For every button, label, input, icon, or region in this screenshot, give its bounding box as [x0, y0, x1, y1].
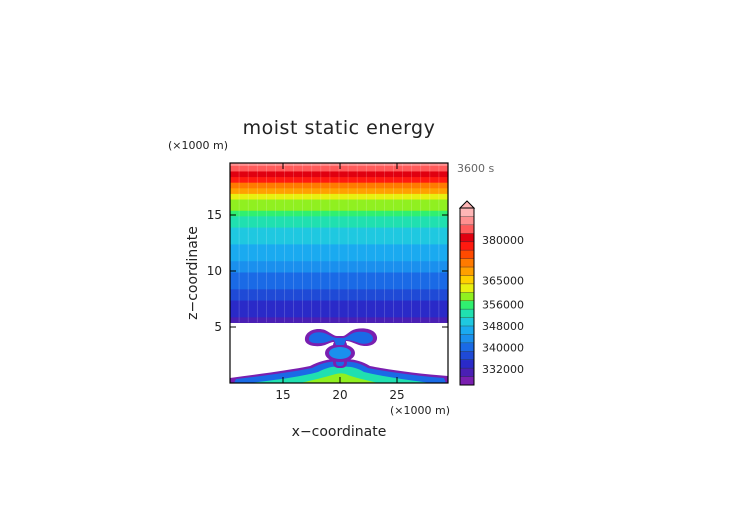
x-tick-label-15: 15	[275, 388, 290, 402]
mse-band	[230, 238, 448, 245]
stable-layer-bands	[230, 163, 448, 323]
colorbar-segment	[460, 250, 474, 259]
colorbar-segment	[460, 334, 474, 344]
colorbar-segment	[460, 216, 474, 226]
mse-band	[230, 294, 448, 301]
colorbar-segment	[460, 368, 474, 377]
mse-band	[230, 193, 448, 200]
colorbar-segment	[460, 326, 474, 335]
colorbar-label: 348000	[482, 320, 524, 333]
colorbar-labels: 380000 365000 356000 348000 340000 332000	[482, 234, 524, 376]
colorbar: 380000 365000 356000 348000 340000 332000	[458, 200, 524, 386]
mse-band	[230, 243, 448, 251]
mse-band	[230, 165, 448, 172]
mse-band	[230, 204, 448, 211]
colorbar-segment	[460, 376, 474, 386]
grid-lines	[230, 163, 440, 323]
colorbar-segment	[460, 275, 474, 285]
surface-layer-core	[300, 373, 378, 383]
x-ticks	[282, 163, 398, 383]
mse-band	[230, 305, 448, 312]
colorbar-segment	[460, 300, 474, 310]
colorbar-label: 365000	[482, 274, 524, 287]
colorbar-segment	[460, 241, 474, 251]
mse-band	[230, 255, 448, 262]
colorbar-segment	[460, 342, 474, 352]
chart-title: moist static energy	[243, 117, 436, 139]
colorbar-label: 340000	[482, 341, 524, 354]
colorbar-extend-arrow	[458, 200, 476, 209]
mse-band	[230, 271, 448, 279]
mse-band	[230, 260, 448, 267]
colorbar-segment	[460, 292, 474, 302]
mse-band	[230, 210, 448, 217]
colorbar-label: 380000	[482, 234, 524, 247]
colorbar-segment	[460, 317, 474, 327]
mse-band	[230, 266, 448, 273]
convective-plume	[230, 328, 448, 383]
mse-band	[230, 176, 448, 183]
y-unit-label: (×1000 m)	[168, 139, 228, 152]
y-tick-label-5: 5	[214, 320, 222, 334]
colorbar-segment	[460, 224, 474, 234]
plume-head-inner	[308, 331, 373, 345]
x-unit-label: (×1000 m)	[390, 404, 450, 417]
colorbar-segment	[460, 258, 474, 268]
colorbar-label: 332000	[482, 363, 524, 376]
time-label: 3600 s	[457, 162, 494, 175]
mse-band	[230, 311, 448, 318]
plume-node-inner	[329, 347, 351, 359]
colorbar-frame	[459, 207, 475, 386]
mse-band	[230, 198, 448, 206]
mse-band	[230, 249, 448, 256]
plot-area	[229, 162, 449, 384]
mse-band	[230, 182, 448, 189]
y-tick-label-10: 10	[207, 264, 222, 278]
colorbar-segment	[460, 267, 474, 276]
colorbar-segment	[460, 208, 474, 217]
mse-band	[230, 288, 448, 295]
y-axis-label: z−coordinate	[185, 226, 201, 320]
mse-band	[230, 277, 448, 284]
colorbar-label: 356000	[482, 299, 524, 312]
mse-band	[230, 170, 448, 178]
colorbar-segment	[460, 351, 474, 361]
x-axis-label: x−coordinate	[292, 424, 387, 440]
x-tick-label-25: 25	[389, 388, 404, 402]
plot-frame	[229, 162, 449, 384]
mse-band	[230, 226, 448, 234]
y-ticks	[230, 214, 448, 328]
mse-band	[230, 221, 448, 228]
colorbar-segment	[460, 283, 474, 293]
mse-band	[230, 187, 448, 194]
mse-band	[230, 299, 448, 307]
mse-band	[230, 163, 448, 166]
colorbar-segments	[460, 208, 474, 386]
mse-band	[230, 316, 448, 323]
mse-band	[230, 232, 448, 239]
mse-band	[230, 283, 448, 290]
colorbar-segment	[460, 233, 474, 243]
y-tick-label-15: 15	[207, 208, 222, 222]
colorbar-segment	[460, 359, 474, 369]
colorbar-segment	[460, 309, 474, 318]
mse-band	[230, 215, 448, 222]
x-tick-label-20: 20	[332, 388, 347, 402]
